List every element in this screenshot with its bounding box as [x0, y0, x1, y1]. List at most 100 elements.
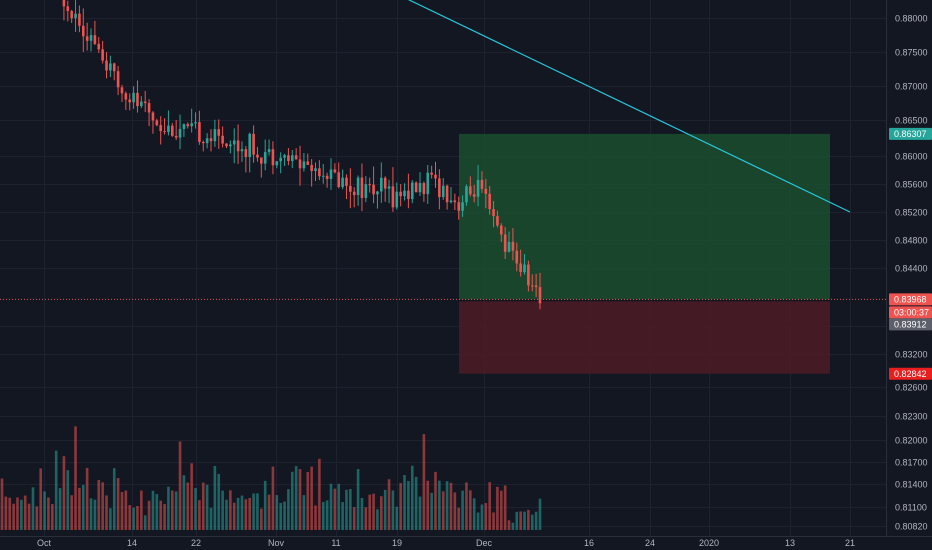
- volume-bar: [523, 511, 526, 530]
- candle-body: [151, 112, 155, 121]
- candle-body: [225, 143, 228, 147]
- volume-bar: [352, 507, 356, 530]
- volume-bar: [372, 493, 375, 530]
- volume-bar: [263, 480, 267, 530]
- time-tick-label: 22: [191, 538, 201, 548]
- current-price-tag-background: [889, 293, 932, 306]
- candle-body: [198, 122, 201, 142]
- candle-body: [345, 177, 348, 186]
- candle-body: [194, 122, 197, 124]
- candle-body: [174, 135, 178, 138]
- volume-bar: [271, 466, 275, 530]
- volume-bar: [488, 482, 491, 530]
- volume-bar: [136, 506, 139, 530]
- candle-body: [182, 124, 186, 129]
- volume-bar: [422, 434, 426, 530]
- volume-bar: [368, 494, 371, 530]
- volume-bar: [221, 490, 224, 530]
- candle-body: [503, 234, 507, 252]
- volume-bar: [186, 482, 190, 530]
- volume-bar: [496, 486, 499, 530]
- price-tick-label: 0.87500: [895, 48, 928, 58]
- volume-bars: [0, 426, 542, 530]
- candle-body: [360, 177, 364, 198]
- candle-body: [352, 191, 356, 196]
- volume-bar: [395, 506, 399, 530]
- volume-bar: [58, 488, 62, 530]
- candle-body: [349, 185, 352, 192]
- volume-bar: [426, 480, 430, 530]
- price-tags: 0.86307 0.83968 03:00:37 0.83912 0.82842: [889, 127, 932, 380]
- volume-bar: [159, 500, 162, 530]
- volume-bar: [387, 479, 391, 530]
- candle-body: [329, 169, 333, 179]
- volume-bar: [116, 478, 120, 530]
- candle-body: [530, 285, 534, 287]
- time-axis-background: [0, 536, 932, 550]
- candle-body: [356, 177, 360, 196]
- candle-body: [294, 155, 298, 160]
- price-tick-label: 0.86500: [895, 116, 928, 126]
- volume-bar: [410, 465, 414, 530]
- target-price-tag-background: [889, 127, 932, 140]
- countdown-tag-background: [889, 306, 932, 319]
- candle-body: [147, 103, 151, 113]
- volume-bar: [163, 504, 166, 530]
- candle-body: [229, 144, 232, 147]
- trendline[interactable]: [393, 0, 851, 213]
- volume-bar: [515, 511, 519, 530]
- volume-bar: [143, 515, 147, 530]
- time-tick-label: 14: [127, 538, 137, 548]
- volume-bar: [35, 506, 39, 530]
- candle-body: [260, 157, 263, 164]
- volume-bar: [275, 495, 279, 530]
- candle-body: [434, 174, 437, 179]
- volume-bar: [461, 490, 464, 530]
- volume-bar: [70, 495, 73, 530]
- candle-body: [155, 120, 159, 126]
- volume-bar: [198, 500, 201, 530]
- candle-body: [430, 172, 433, 175]
- volume-bar: [349, 489, 352, 530]
- candle-body: [178, 128, 182, 138]
- volume-bar: [248, 497, 252, 530]
- volume-bar: [430, 492, 433, 530]
- candle-body: [248, 133, 252, 158]
- candle-body: [89, 35, 93, 41]
- current-price-tag: 0.83968: [894, 295, 927, 305]
- profit-zone[interactable]: [459, 133, 830, 300]
- volume-bar: [240, 495, 244, 530]
- volume-bar: [333, 488, 337, 530]
- time-tick-label: Oct: [37, 538, 52, 548]
- volume-bar: [155, 494, 159, 530]
- price-tick-label: 0.82300: [895, 412, 928, 422]
- price-candles: [62, 0, 542, 310]
- volume-bar: [89, 498, 93, 530]
- volume-bar: [267, 494, 271, 530]
- volume-bar: [74, 426, 77, 530]
- volume-bar: [484, 503, 488, 530]
- volume-bar: [325, 500, 329, 530]
- volume-bar: [105, 495, 108, 530]
- candle-body: [105, 60, 108, 71]
- volume-bar: [457, 507, 461, 530]
- candle-body: [314, 168, 317, 172]
- candle-body: [395, 191, 399, 208]
- volume-bar: [4, 496, 8, 530]
- time-axis[interactable]: Oct 14 22 Nov 11 19 Dec 16 24 2020 13 21: [0, 536, 932, 550]
- loss-zone[interactable]: [459, 301, 830, 374]
- time-tick-label: 21: [845, 538, 855, 548]
- position-zones[interactable]: [459, 133, 830, 374]
- stop-price-tag-background: [889, 367, 932, 380]
- volume-bar: [314, 505, 317, 530]
- volume-bar: [469, 490, 472, 530]
- price-axis[interactable]: 0.88000 0.87500 0.87000 0.86500 0.86000 0.856…: [886, 0, 932, 536]
- time-tick-label: Nov: [268, 538, 285, 548]
- candle-body: [287, 155, 290, 162]
- volume-bar: [302, 495, 306, 530]
- volume-bar: [97, 480, 101, 530]
- volume-bar: [503, 485, 507, 530]
- volume-bar: [287, 489, 290, 530]
- volume-bar: [438, 480, 441, 530]
